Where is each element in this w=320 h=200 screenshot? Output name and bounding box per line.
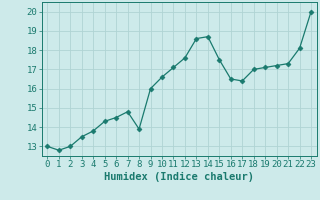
X-axis label: Humidex (Indice chaleur): Humidex (Indice chaleur) [104, 172, 254, 182]
